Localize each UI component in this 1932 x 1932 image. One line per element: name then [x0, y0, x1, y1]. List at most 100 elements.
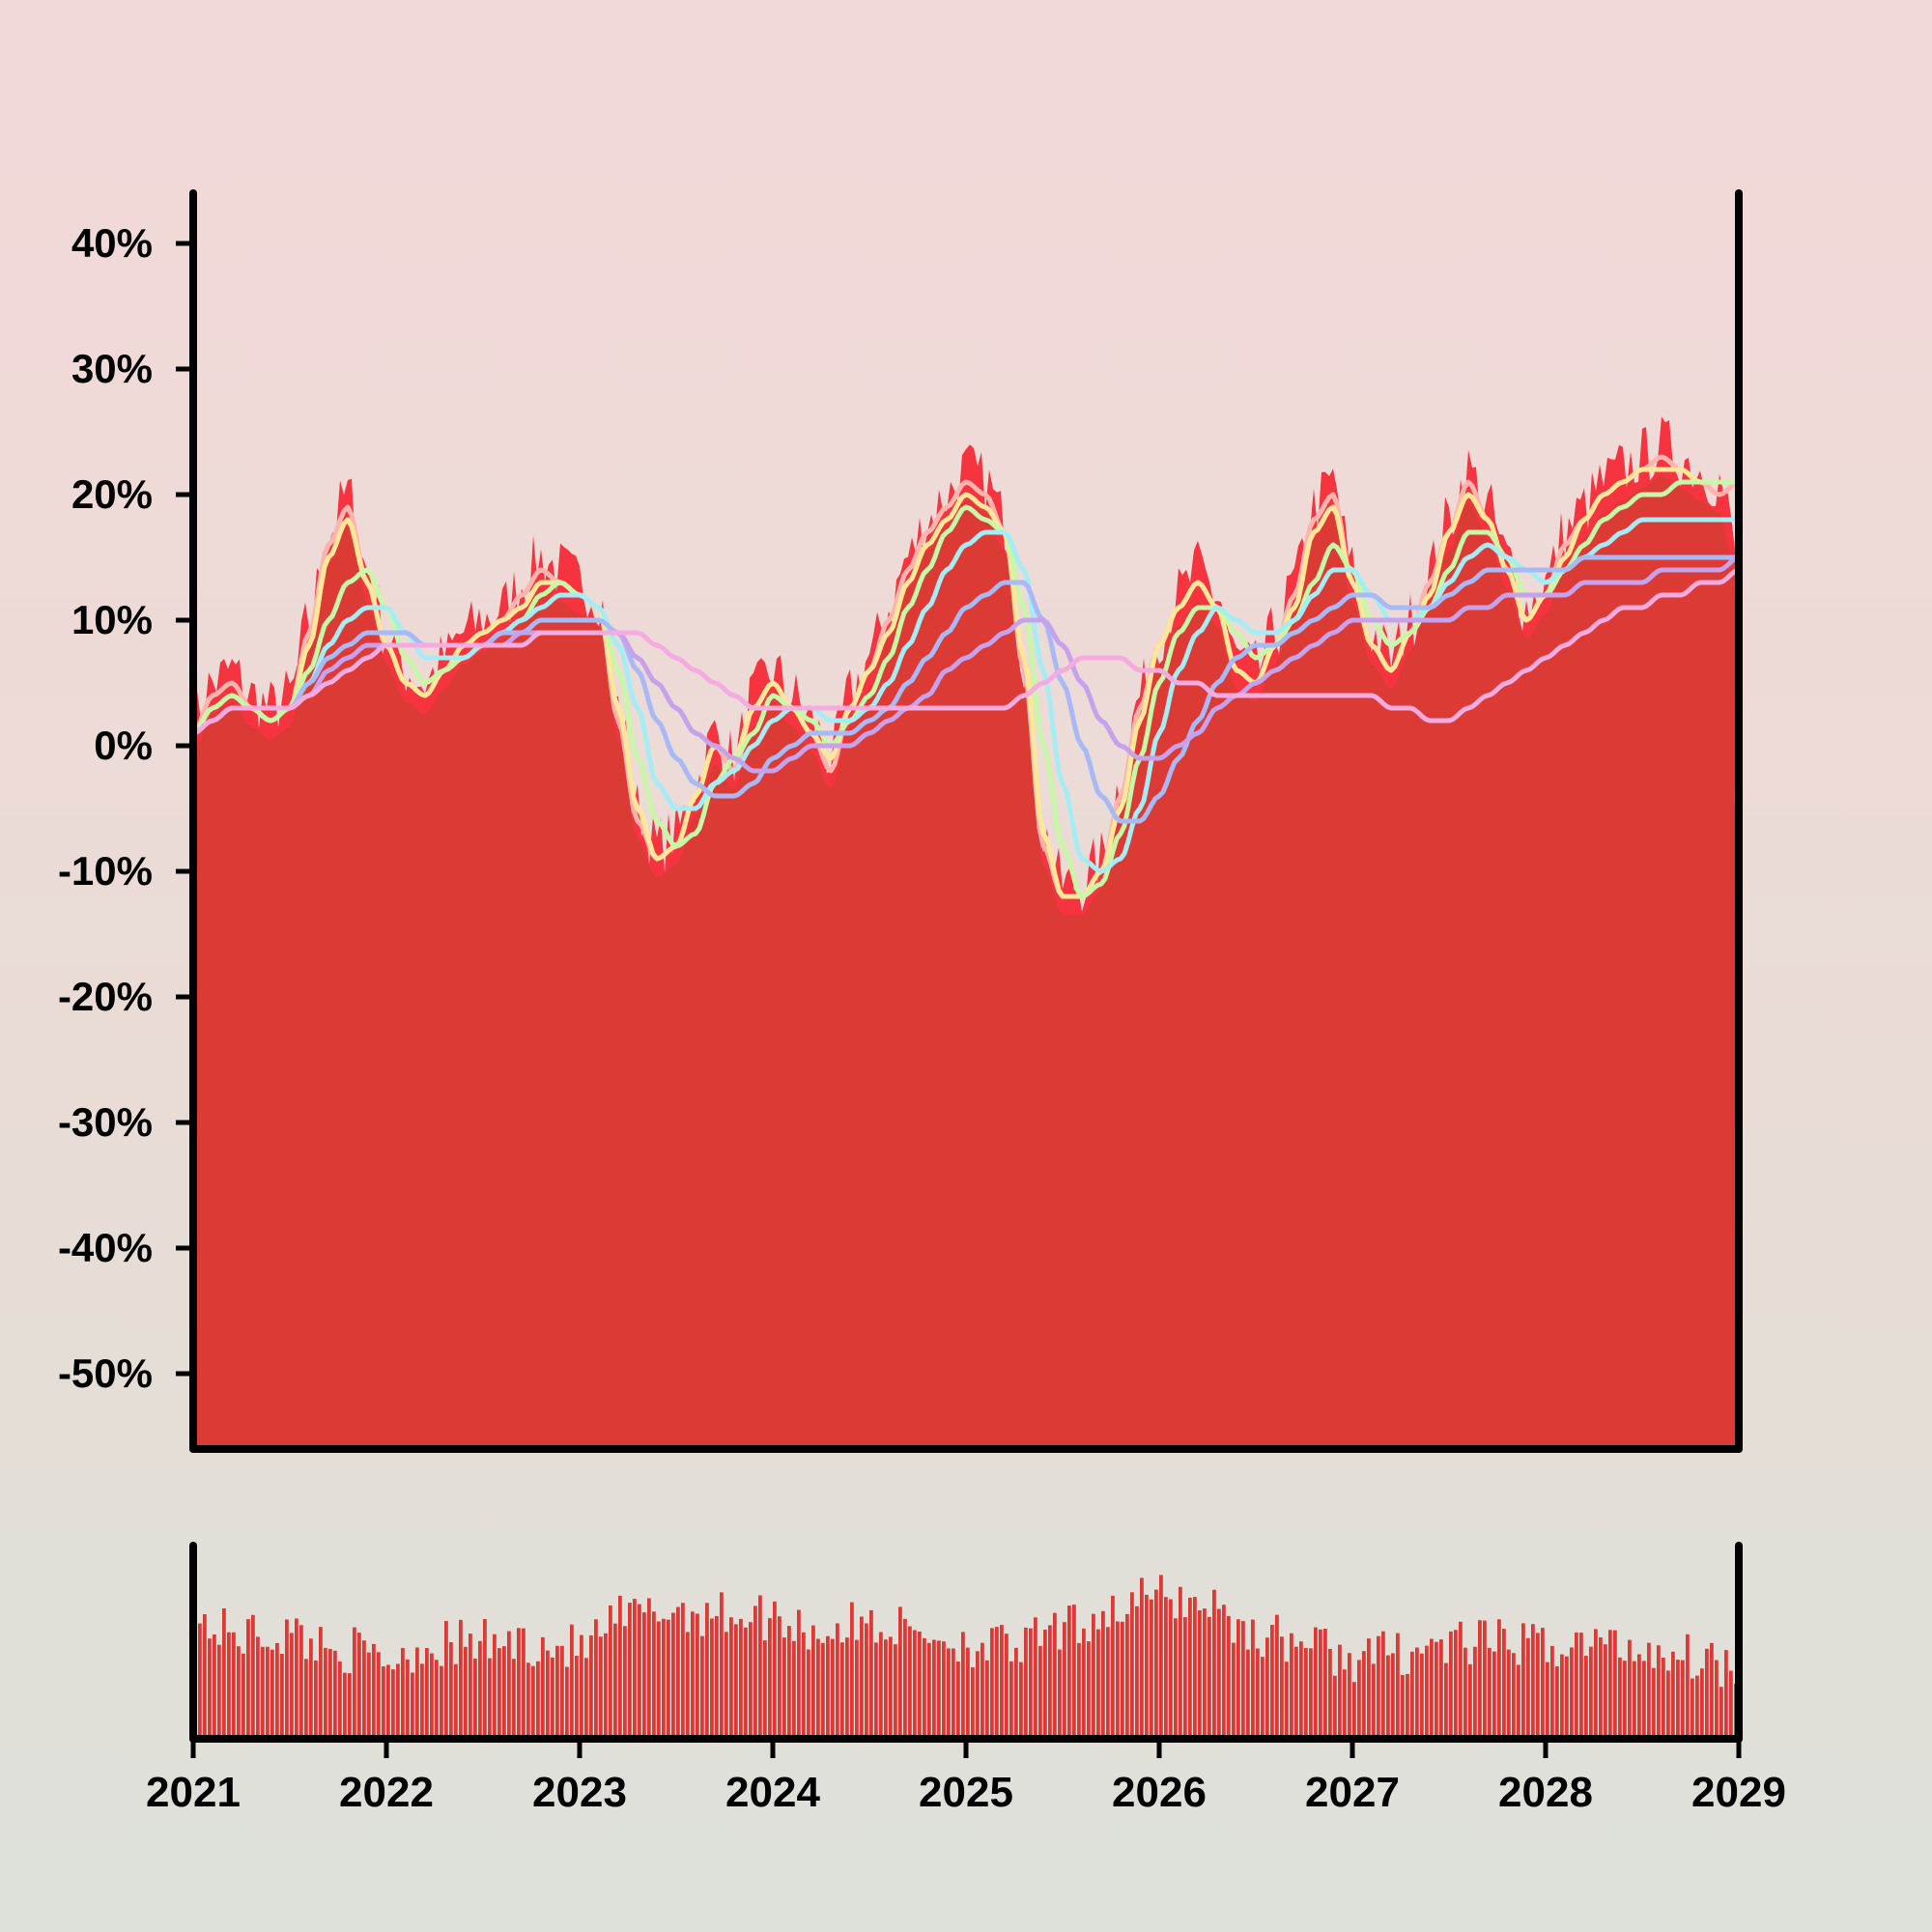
volume-bar: [1092, 1613, 1095, 1739]
volume-bar: [1140, 1577, 1144, 1739]
volume-bar: [980, 1642, 984, 1739]
y-tick-label: 40%: [71, 220, 153, 266]
volume-bar: [464, 1646, 468, 1739]
volume-bar: [343, 1672, 347, 1739]
volume-bar: [1294, 1646, 1298, 1739]
volume-bar: [1111, 1595, 1115, 1739]
volume-bar: [1290, 1633, 1293, 1739]
y-tick-label: -30%: [58, 1099, 153, 1145]
volume-bar: [778, 1616, 781, 1739]
volume-bar: [1410, 1651, 1414, 1739]
volume-bar: [961, 1632, 965, 1739]
volume-bar: [1270, 1625, 1274, 1739]
y-tick-label: 30%: [71, 346, 153, 391]
volume-bar: [1299, 1641, 1303, 1739]
moving-average-lines: [190, 454, 1742, 899]
volume-bars: [193, 1575, 1738, 1739]
volume-bar: [613, 1623, 617, 1739]
volume-bar: [1575, 1632, 1578, 1739]
volume-bar: [879, 1632, 883, 1739]
volume-bar: [444, 1621, 448, 1739]
volume-bar: [1729, 1670, 1733, 1739]
volume-bar: [792, 1640, 796, 1739]
volume-bar: [1145, 1594, 1149, 1739]
x-tick-label: 2029: [1691, 1769, 1786, 1816]
volume-bar: [894, 1644, 897, 1739]
volume-bar: [1719, 1687, 1723, 1739]
volume-bar: [420, 1663, 424, 1739]
volume-bar: [1652, 1667, 1656, 1739]
volume-bar: [1690, 1678, 1694, 1739]
volume-bar: [1352, 1682, 1356, 1739]
volume-bar: [855, 1639, 859, 1739]
volume-bar: [338, 1661, 342, 1739]
volume-bar: [396, 1663, 400, 1739]
volume-bar: [285, 1619, 289, 1739]
y-tick-label: -20%: [58, 974, 153, 1019]
volume-bar: [1497, 1619, 1501, 1739]
volume-bar: [1367, 1638, 1371, 1739]
volume-bar: [1536, 1633, 1540, 1739]
volume-bar: [797, 1609, 801, 1739]
volume-bar: [903, 1618, 907, 1739]
volume-bar: [976, 1651, 980, 1739]
volume-bar: [1488, 1647, 1492, 1739]
volume-bar: [874, 1642, 878, 1739]
x-tick-label: 2022: [339, 1769, 434, 1816]
volume-bar: [1623, 1661, 1627, 1739]
volume-bar: [1357, 1660, 1361, 1739]
volume-bar: [1425, 1645, 1429, 1739]
volume-bar: [203, 1614, 207, 1739]
volume-bar: [826, 1635, 830, 1739]
volume-bar: [1681, 1660, 1685, 1739]
volume-bar: [372, 1643, 376, 1739]
volume-bar: [850, 1602, 854, 1739]
volume-bar: [290, 1633, 294, 1739]
volume-bar: [840, 1642, 844, 1739]
volume-bar: [1265, 1637, 1269, 1739]
volume-bar: [1261, 1657, 1264, 1739]
volume-bar: [1019, 1662, 1023, 1739]
volume-bar: [1662, 1658, 1665, 1739]
volume-bar: [807, 1649, 810, 1739]
volume-bar: [633, 1599, 637, 1739]
volume-bar: [773, 1601, 777, 1739]
volume-bar: [1241, 1621, 1245, 1739]
volume-bar: [1492, 1651, 1496, 1739]
volume-bar: [609, 1605, 612, 1739]
y-tick-label: 0%: [94, 723, 153, 768]
volume-bar: [1579, 1633, 1583, 1739]
y-axis-ticks: 40% 30% 20% 10% 0% -10% -20% -30% -40% -50%: [58, 220, 193, 1396]
volume-bar: [208, 1638, 212, 1739]
volume-bar: [1541, 1628, 1545, 1739]
volume-bar: [1584, 1656, 1588, 1739]
volume-bar: [1700, 1668, 1704, 1739]
volume-bar: [217, 1644, 221, 1739]
volume-bar: [1560, 1654, 1564, 1739]
volume-bar: [304, 1659, 308, 1739]
volume-bar: [1319, 1629, 1322, 1739]
volume-bar: [739, 1618, 743, 1739]
volume-bar: [1633, 1661, 1636, 1739]
x-tick-label: 2027: [1305, 1769, 1400, 1816]
volume-bar: [497, 1648, 501, 1739]
volume-bar: [328, 1648, 332, 1739]
volume-bar: [642, 1612, 646, 1739]
volume-bar: [1169, 1599, 1173, 1739]
volume-bar: [758, 1595, 762, 1739]
volume-bar: [932, 1639, 936, 1739]
volume-bar: [1188, 1597, 1192, 1739]
volume-bar: [493, 1634, 497, 1739]
volume-bar: [1077, 1642, 1081, 1739]
volume-bar: [299, 1625, 303, 1739]
volume-bar: [560, 1645, 564, 1739]
volume-bar: [821, 1642, 825, 1739]
volume-bar: [782, 1637, 786, 1739]
volume-bar: [222, 1608, 226, 1739]
volume-bar: [440, 1665, 443, 1739]
volume-bar: [715, 1615, 719, 1739]
volume-bar: [551, 1657, 554, 1739]
volume-bar: [469, 1634, 472, 1739]
volume-bar: [1637, 1654, 1641, 1739]
volume-bar: [275, 1642, 279, 1739]
